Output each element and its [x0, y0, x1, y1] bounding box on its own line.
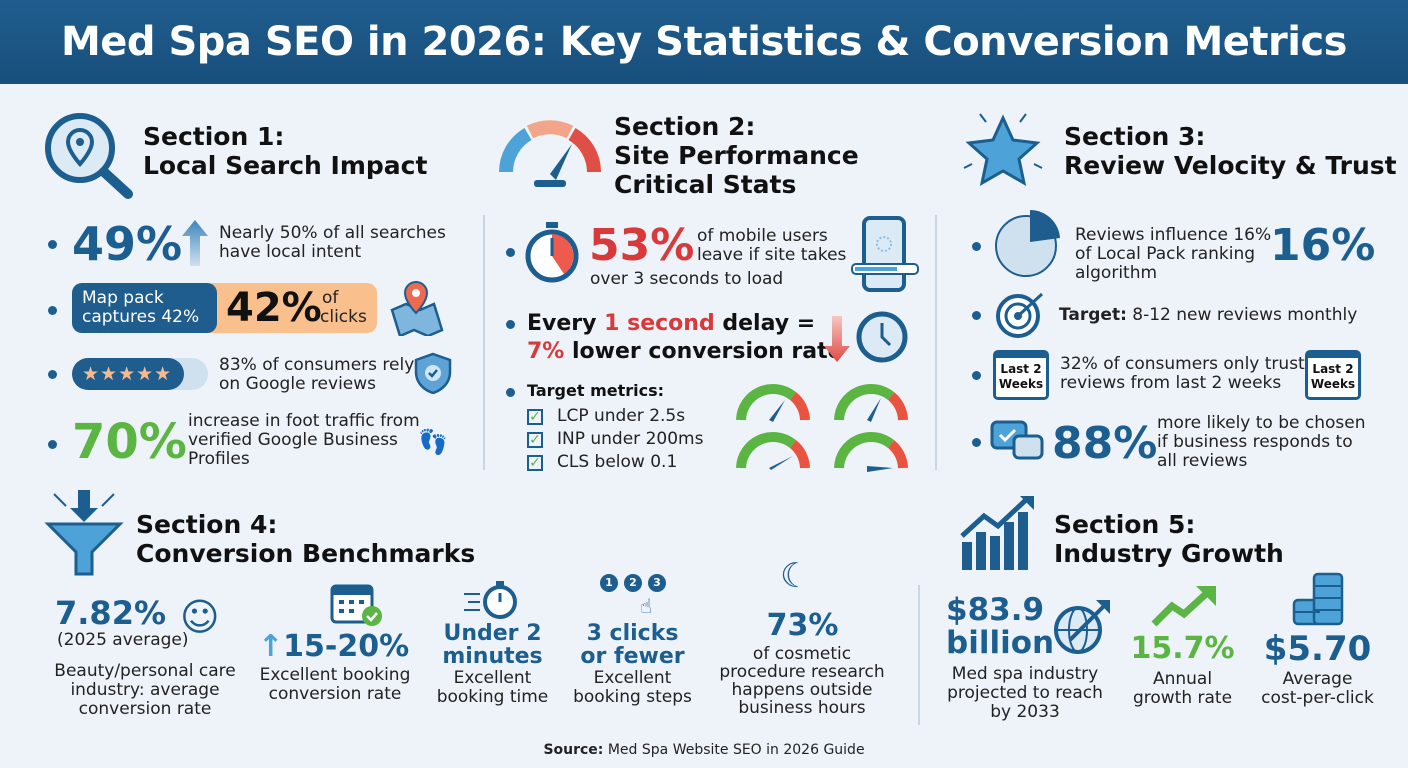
delay-statement: Every 1 second delay = 7% lower conversio…	[527, 311, 843, 364]
bullet	[506, 248, 515, 257]
divider	[918, 585, 920, 725]
gauge-icon	[834, 383, 908, 422]
clock-icon	[856, 311, 908, 363]
bullet	[48, 240, 57, 249]
metric-growth-text: Annual growth rate	[1132, 669, 1233, 708]
bullet	[506, 388, 515, 397]
stat-70: 70%	[72, 414, 187, 470]
calendar-icon: Last 2 Weeks	[993, 350, 1049, 400]
coins-icon	[1292, 572, 1344, 626]
bullet	[972, 371, 981, 380]
mobile-loading-icon	[851, 216, 919, 292]
stat-83-text: 83% of consumers rely on Google reviews	[219, 355, 415, 394]
page-title: Med Spa SEO in 2026: Key Statistics & Co…	[0, 0, 1408, 84]
metric-3-text: Excellent booking time	[436, 668, 549, 707]
target-icon	[996, 292, 1044, 338]
speedometer-icon	[499, 120, 601, 187]
fast-stopwatch-icon	[464, 581, 517, 619]
gauge-icons	[736, 383, 908, 472]
star-rating-icon: ★★★★★	[72, 358, 184, 390]
arrow-up-icon: ↑	[258, 629, 284, 664]
metric-booking-rate: ↑15-20%	[258, 629, 410, 664]
stat-32-text: 32% of consumers only trust reviews from …	[1060, 354, 1305, 393]
calendar-icon: Last 2 Weeks	[1305, 350, 1361, 400]
gauge-icon	[736, 431, 810, 470]
metric-5-text: of cosmetic procedure research happens out…	[719, 644, 885, 718]
section-1-title: Section 1: Local Search Impact	[143, 122, 428, 180]
target-metrics-list: ✓ LCP under 2.5s ✓ INP under 200ms ✓ CLS be…	[527, 405, 703, 474]
target-label: Target:	[1059, 305, 1127, 325]
stat-42-text: of clicks	[320, 288, 367, 327]
map-pack-label: Map pack captures 42%	[72, 283, 217, 333]
section-4-title: Section 4: Conversion Benchmarks	[136, 510, 476, 568]
footprints-icon: 👣	[418, 428, 448, 456]
metric-cpc: $5.70	[1263, 629, 1372, 669]
bullet	[972, 242, 981, 251]
search-location-icon	[45, 113, 133, 199]
bullet	[48, 440, 57, 449]
stat-88-text: more likely to be chosen if business resp…	[1157, 413, 1366, 471]
target-item: ✓ INP under 200ms	[527, 428, 703, 451]
metric-1-text: Beauty/personal care industry: average con…	[54, 661, 236, 719]
arrow-up-icon	[182, 220, 208, 266]
section-3-title: Section 3: Review Velocity & Trust	[1064, 122, 1397, 180]
target-item: ✓ CLS below 0.1	[527, 451, 703, 474]
star-icon	[963, 113, 1043, 186]
bullet	[506, 320, 515, 329]
metric-cpc-text: Average cost-per-click	[1261, 669, 1374, 708]
metric-booking-time: Under 2 minutes	[442, 621, 543, 669]
stat-16: 16%	[1270, 220, 1376, 271]
metric-conversion-rate: 7.82% (2025 average)	[55, 594, 189, 650]
stat-88: 88%	[1052, 418, 1158, 469]
map-pin-icon	[390, 280, 444, 336]
moon-icon: ☾	[780, 556, 811, 596]
gauge-icon	[834, 431, 908, 472]
gauge-icon	[736, 383, 810, 422]
metric-4-text: Excellent booking steps	[573, 668, 692, 707]
stat-42: 42%	[226, 285, 322, 331]
checkbox-icon: ✓	[527, 408, 543, 425]
bullet	[48, 306, 57, 315]
section-2-title: Section 2: Site Performance Critical Stats	[614, 112, 859, 199]
growth-chart-icon	[960, 496, 1034, 570]
metric-2-text: Excellent booking conversion rate	[259, 665, 411, 704]
target-item: ✓ LCP under 2.5s	[527, 405, 703, 428]
metric-booking-steps: 3 clicks or fewer	[580, 621, 685, 669]
shield-check-icon	[414, 352, 452, 394]
stat-49-text: Nearly 50% of all searches have local int…	[219, 223, 446, 262]
calendar-check-icon	[330, 584, 382, 626]
source-citation: Source: Med Spa Website SEO in 2026 Guid…	[543, 742, 865, 758]
chat-bubbles-icon	[990, 420, 1044, 460]
stopwatch-icon	[525, 222, 579, 283]
stat-53-text-2: over 3 seconds to load	[590, 269, 784, 289]
stat-16-text: Reviews influence 16% of Local Pack ranki…	[1075, 225, 1272, 283]
target-text: 8-12 new reviews monthly	[1126, 305, 1358, 325]
stat-53-text: of mobile users leave if site takes	[697, 226, 847, 265]
divider	[483, 215, 485, 470]
pie-chart-icon	[995, 209, 1060, 277]
section-5-title: Section 5: Industry Growth	[1054, 510, 1284, 568]
divider	[935, 215, 937, 470]
bullet	[972, 438, 981, 447]
face-icon: ☺	[180, 595, 220, 639]
metric-growth-rate: 15.7%	[1130, 631, 1235, 666]
pointer-hand-icon: ☝	[640, 594, 653, 618]
globe-growth-icon	[1054, 600, 1110, 654]
stat-53: 53%	[589, 220, 695, 271]
stat-49: 49%	[72, 217, 183, 271]
arrow-down-icon	[824, 316, 850, 362]
bullet	[972, 311, 981, 320]
stat-70-text: increase in foot traffic from verified Go…	[188, 411, 420, 469]
checkbox-icon: ✓	[527, 454, 543, 471]
trend-up-icon	[1151, 586, 1216, 627]
funnel-icon	[44, 490, 124, 576]
checkbox-icon: ✓	[527, 431, 543, 448]
bullet	[48, 370, 57, 379]
steps-icon: 1 2 3	[600, 574, 666, 592]
metric-market-text: Med spa industry projected to reach by 203…	[947, 664, 1103, 722]
metric-market-size: $83.9 billion	[946, 592, 1055, 661]
target-metrics-label: Target metrics:	[527, 381, 665, 400]
metric-73: 73%	[766, 608, 839, 643]
